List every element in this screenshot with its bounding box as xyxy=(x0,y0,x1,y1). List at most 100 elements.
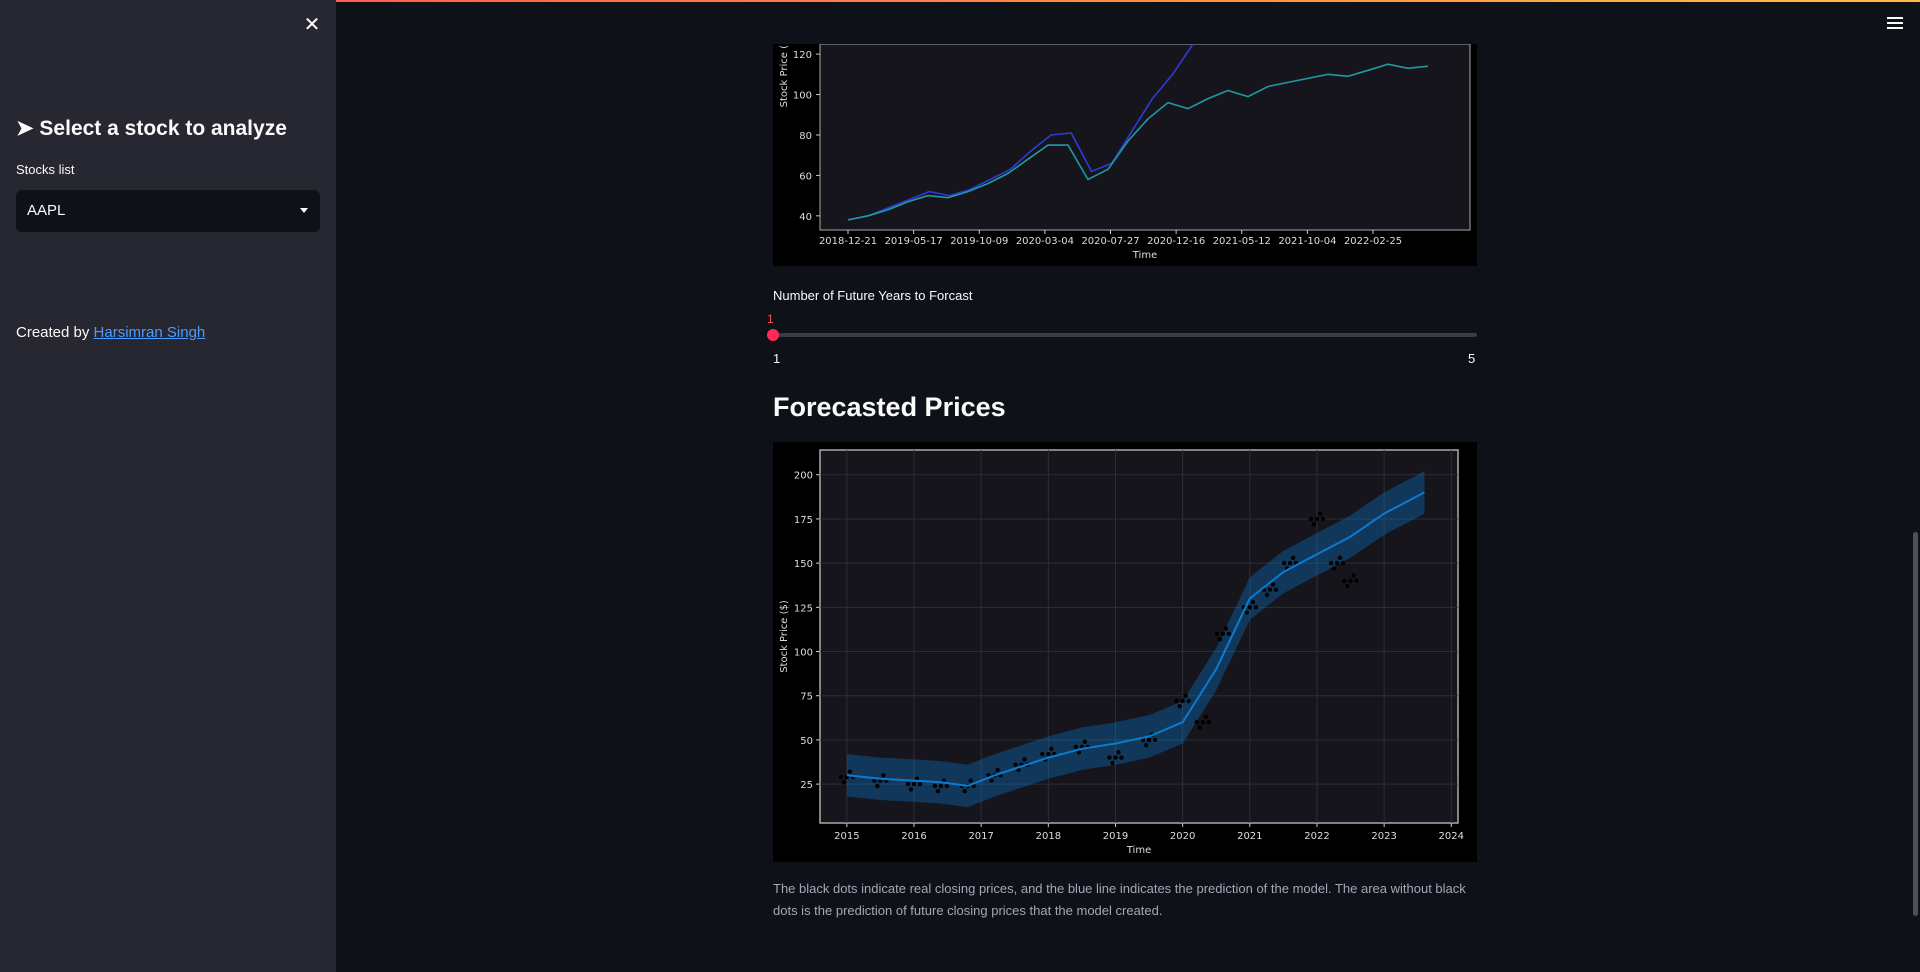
actual-price-point xyxy=(968,778,973,783)
forecast-chart-svg: 25 50 75 100 125 150 175 200 2015 2016 2017 2018 201… xyxy=(779,449,1464,856)
y-tick-label: 100 xyxy=(794,648,813,659)
actual-price-point xyxy=(1073,744,1079,750)
actual-price-point xyxy=(1113,755,1118,760)
actual-price-point xyxy=(1046,751,1051,757)
slider-thumb[interactable] xyxy=(767,329,779,341)
actual-price-point xyxy=(875,783,880,789)
actual-price-point xyxy=(1281,560,1287,566)
actual-price-point xyxy=(1226,631,1232,636)
x-tick-label: 2020-12-16 xyxy=(1147,236,1205,247)
actual-price-point xyxy=(1334,560,1340,566)
actual-price-point xyxy=(1328,560,1334,566)
chart-caption: The black dots indicate real closing pri… xyxy=(773,881,1466,918)
actual-price-point xyxy=(944,783,950,789)
actual-price-point xyxy=(1354,578,1359,583)
actual-price-point xyxy=(1267,587,1273,592)
actual-price-point xyxy=(1290,555,1296,560)
x-tick-label: 2019-10-09 xyxy=(950,236,1008,247)
actual-price-point xyxy=(1270,582,1276,587)
actual-price-point xyxy=(938,783,944,789)
forecast-chart: 25 50 75 100 125 150 175 200 2015 2016 2017 2018 201… xyxy=(773,442,1477,862)
actual-price-point xyxy=(935,789,941,794)
actual-price-point xyxy=(1146,737,1152,743)
actual-price-point xyxy=(1314,516,1320,522)
stock-select[interactable]: AAPL xyxy=(16,190,320,232)
actual-price-point xyxy=(1311,522,1317,527)
actual-price-point xyxy=(1082,739,1088,744)
actual-price-point xyxy=(908,787,914,792)
y-tick-label: 60 xyxy=(799,171,812,182)
sidebar: ✕ ➤ Select a stock to analyze Stocks lis… xyxy=(0,0,336,972)
x-tick-label: 2021 xyxy=(1237,831,1262,842)
y-tick-label: 50 xyxy=(800,736,813,747)
x-tick-label: 2016 xyxy=(901,831,926,842)
actual-price-point xyxy=(1022,757,1027,762)
uncertainty-band xyxy=(846,471,1425,808)
author-link[interactable]: Harsimran Singh xyxy=(93,324,206,341)
sidebar-title: ➤ Select a stock to analyze xyxy=(16,117,287,140)
created-by: Created by Harsimran Singh xyxy=(16,324,205,341)
actual-price-point xyxy=(1107,755,1112,760)
x-tick-label: 2021-05-12 xyxy=(1213,236,1271,247)
close-sidebar-icon[interactable]: ✕ xyxy=(303,12,321,36)
actual-price-point xyxy=(905,781,911,787)
actual-price-point xyxy=(1220,631,1226,636)
actual-price-point xyxy=(1331,566,1337,571)
actual-price-point xyxy=(1143,743,1149,748)
actual-price-point xyxy=(1337,555,1343,560)
slider-current-value: 1 xyxy=(767,312,774,326)
actual-price-point xyxy=(1110,760,1115,766)
actual-price-point xyxy=(1264,592,1270,598)
x-tick-label: 2024 xyxy=(1439,831,1464,842)
y-tick-label: 150 xyxy=(794,559,813,570)
forecast-line xyxy=(846,491,1425,787)
y-tick-label: 120 xyxy=(793,50,812,61)
x-axis-label: Time xyxy=(1132,250,1157,261)
y-axis-label: Stock Price ($) xyxy=(779,600,790,673)
actual-price-point xyxy=(1253,605,1258,610)
actual-price-point xyxy=(1197,725,1202,730)
y-tick-label: 80 xyxy=(799,131,812,142)
actual-price-point xyxy=(1174,698,1179,704)
x-tick-label: 2015 xyxy=(834,831,859,842)
actual-price-point xyxy=(1217,637,1223,642)
actual-price-point xyxy=(1214,631,1220,636)
series-line-0 xyxy=(847,43,1194,221)
slider-max-label: 5 xyxy=(1468,351,1476,366)
actual-price-point xyxy=(1340,560,1346,566)
page-scrollbar[interactable] xyxy=(1913,532,1918,916)
x-tick-label: 2023 xyxy=(1371,831,1396,842)
actual-price-point xyxy=(872,778,877,783)
actual-price-point xyxy=(989,778,994,783)
actual-price-point xyxy=(1180,698,1185,704)
historical-chart-svg: 40 60 80 100 120 2018-12-21 2019-05-17 2019-10-… xyxy=(779,43,1471,261)
actual-price-point xyxy=(1317,511,1323,516)
y-tick-label: 25 xyxy=(800,780,813,791)
actual-price-point xyxy=(932,783,938,789)
plot-area xyxy=(819,449,1459,824)
x-tick-label: 2022 xyxy=(1304,831,1329,842)
actual-price-point xyxy=(1247,605,1252,610)
actual-price-point xyxy=(1345,583,1350,589)
actual-price-point xyxy=(1203,714,1208,720)
actual-price-point xyxy=(911,781,917,787)
y-tick-label: 75 xyxy=(800,692,813,703)
actual-price-point xyxy=(1308,516,1314,522)
x-tick-label: 2019 xyxy=(1103,831,1128,842)
x-tick-label: 2017 xyxy=(968,831,993,842)
plot-area xyxy=(819,43,1471,231)
hamburger-menu-icon[interactable] xyxy=(1884,14,1906,34)
x-axis-label: Time xyxy=(1126,845,1151,856)
historical-chart: 40 60 80 100 120 2018-12-21 2019-05-17 2019-10-… xyxy=(773,43,1477,266)
series-line-1 xyxy=(847,63,1429,221)
x-tick-label: 2022-02-25 xyxy=(1344,236,1402,247)
x-tick-label: 2019-05-17 xyxy=(885,236,943,247)
actual-price-point xyxy=(838,774,844,780)
actual-price-point xyxy=(1320,516,1326,522)
actual-price-point xyxy=(1152,737,1158,743)
slider-track[interactable] xyxy=(773,333,1477,337)
actual-price-point xyxy=(1194,720,1199,725)
actual-price-point xyxy=(1183,693,1188,698)
actual-price-point xyxy=(881,773,886,778)
actual-price-point xyxy=(1186,698,1191,704)
